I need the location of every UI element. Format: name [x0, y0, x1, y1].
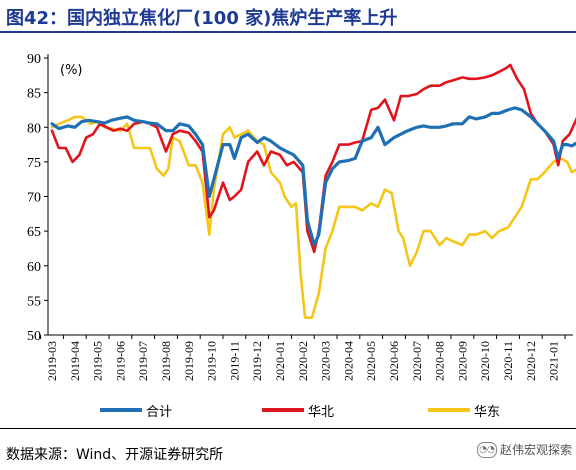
x-tick-label: 2019-07: [136, 341, 150, 381]
y-tick-label: 65: [27, 225, 41, 240]
legend-item: 华东: [428, 400, 500, 420]
title-divider: [0, 31, 576, 33]
x-tick-label: 2020-09: [455, 341, 469, 381]
x-tick-label: 2019-04: [68, 341, 82, 381]
wechat-icon: ◔◔: [476, 441, 497, 458]
source-divider: [0, 428, 576, 429]
legend-label: 合计: [146, 404, 173, 420]
y-tick-label: 80: [27, 121, 41, 136]
legend-item: 合计: [100, 400, 172, 420]
x-tick-label: 2019-11: [227, 341, 241, 381]
y-axis-unit-label: (%): [60, 63, 83, 78]
x-tick-label: 2019-06: [113, 341, 127, 381]
x-tick-label: 2020-04: [341, 341, 355, 381]
chart-legend: 合计 华北 华东: [0, 400, 576, 420]
chart-lines: [50, 63, 576, 319]
x-tick-label: 2020-11: [501, 341, 515, 381]
watermark: ◔◔ 赵伟宏观探索: [476, 441, 572, 458]
y-tick-label: 60: [27, 260, 41, 275]
y-tick-label: 75: [27, 156, 41, 171]
x-tick-label: 2019-05: [91, 341, 105, 381]
x-tick-label: 2021-01: [547, 341, 561, 381]
x-tick-label: 2020-01: [273, 341, 287, 381]
y-tick-label: 50: [27, 329, 41, 344]
series-line-total: [50, 106, 576, 247]
series-line-east-china: [50, 115, 576, 319]
series-line-north-china: [50, 63, 576, 254]
x-tick-label: 2020-02: [296, 341, 310, 381]
source-note: 数据来源：Wind、开源证券研究所: [6, 447, 224, 463]
y-tick-label: 55: [27, 294, 41, 309]
legend-label: 华东: [474, 404, 501, 420]
legend-label: 华北: [308, 404, 335, 420]
y-tick-label: 90: [27, 52, 41, 67]
x-tick-label: 2019-12: [250, 341, 264, 381]
figure-title: 图42：国内独立焦化厂(100 家)焦炉生产率上升: [6, 8, 398, 29]
x-tick-label: 2020-03: [319, 341, 333, 381]
chart-labels: 50 55 60 65 70 75 80 85 90 (%) 2019-03 2019-04 2019-…: [27, 52, 561, 381]
chart-axes: [40, 54, 573, 339]
legend-item: 华北: [262, 400, 334, 420]
x-tick-label: 2020-10: [478, 341, 492, 381]
y-tick-label: 70: [27, 191, 41, 206]
legend-swatch: [428, 408, 470, 412]
x-tick-label: 2019-08: [159, 341, 173, 381]
x-tick-label: 2019-10: [205, 341, 219, 381]
legend-swatch: [262, 408, 304, 412]
x-tick-label: 2020-05: [364, 341, 378, 381]
x-tick-label: 2020-08: [433, 341, 447, 381]
x-tick-label: 2019-09: [182, 341, 196, 381]
x-tick-label: 2019-03: [45, 341, 59, 381]
x-tick-label: 2020-12: [524, 341, 538, 381]
y-tick-label: 85: [27, 87, 41, 102]
x-tick-label: 2020-07: [410, 341, 424, 381]
watermark-text: 赵伟宏观探索: [499, 443, 572, 457]
legend-swatch: [100, 408, 142, 412]
line-chart: 50 55 60 65 70 75 80 85 90 (%) 2019-03 2019-04 2019-…: [27, 52, 576, 381]
x-tick-label: 2020-06: [387, 341, 401, 381]
